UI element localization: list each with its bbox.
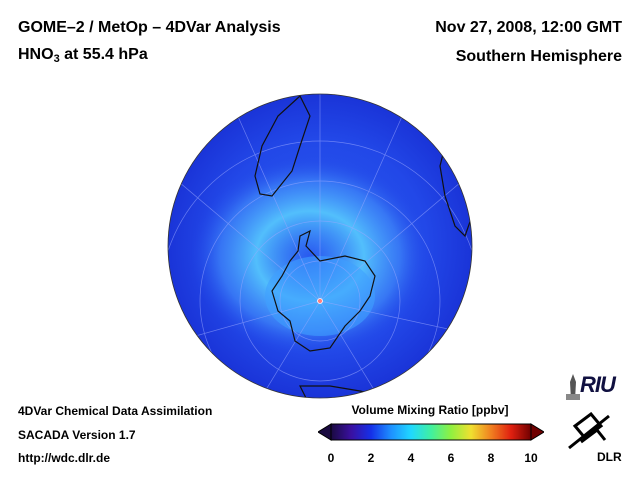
- colorbar-tick-label: 2: [367, 451, 375, 465]
- colorbar-tick-label: 0: [327, 451, 335, 465]
- colorbar: [318, 423, 544, 441]
- footer-line-1: 4DVar Chemical Data Assimilation: [18, 404, 213, 418]
- colorbar-tick-label: 6: [447, 451, 455, 465]
- colorbar-right-arrow: [530, 423, 544, 441]
- dlr-logo-icon: [568, 412, 610, 450]
- hemisphere-map: [167, 93, 473, 399]
- antarctica-coastline: [271, 229, 376, 352]
- species-level: at 55.4 hPa: [59, 46, 148, 63]
- dlr-logo-text: DLR: [597, 450, 622, 464]
- colorbar-body: [330, 423, 532, 441]
- species-subscript: 3: [53, 53, 60, 65]
- species-main: HNO: [18, 46, 54, 63]
- colorbar-title: Volume Mixing Ratio [ppbv]: [351, 403, 509, 417]
- region-label: Southern Hemisphere: [455, 48, 622, 65]
- colorbar-tick-label: 10: [524, 451, 538, 465]
- south-america-coastline: [254, 95, 311, 197]
- colorbar-left-arrow: [318, 423, 332, 441]
- riu-logo-text: RIU: [580, 372, 616, 397]
- riu-logo-mark: [566, 374, 580, 400]
- footer-url[interactable]: http://wdc.dlr.de: [18, 451, 110, 465]
- title-date: Nov 27, 2008, 12:00 GMT: [435, 19, 622, 36]
- colorbar-tick-label: 8: [487, 451, 495, 465]
- species-title: HNO3 at 55.4 hPa: [18, 44, 148, 66]
- pole-marker: [317, 298, 323, 304]
- footer-line-2: SACADA Version 1.7: [18, 428, 136, 442]
- title-left: GOME–2 / MetOp – 4DVar Analysis: [18, 19, 281, 36]
- colorbar-tick-label: 4: [407, 451, 415, 465]
